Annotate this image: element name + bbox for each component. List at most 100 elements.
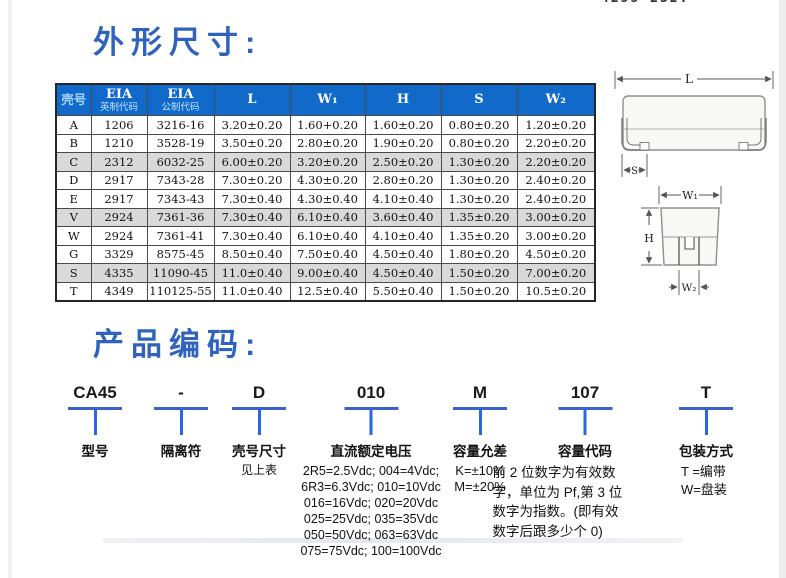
cell-W1: 7.50±0.40 [289,244,366,264]
cell-eia-imperial: 1210 [90,133,148,153]
connector-tmark-icon [636,407,776,435]
cell-W2: 10.5±0.20 [516,281,596,302]
cell-H: 5.50±0.40 [364,281,442,302]
label-H: H [644,232,654,245]
cell-W2: 2.40±0.20 [516,170,596,190]
cell-W1: 1.60+0.20 [289,115,366,135]
coding-section-title: 产品编码: [93,327,263,362]
cell-W1: 2.80±0.20 [289,133,366,153]
cell-eia-imperial: 4349 [90,281,148,302]
cell-case: E [55,189,92,209]
connector-tmark-icon [121,407,241,435]
cell-H: 1.90±0.20 [364,133,442,153]
cell-eia-metric: 110125-55 [146,281,215,302]
code-details: 见上表 [240,463,277,477]
header-W2: W₂ [516,83,596,116]
code-details: 2R5=2.5Vdc; 004=4Vdc; 6R3=6.3Vdc; 010=10… [300,464,442,558]
cell-W2: 7.00±0.20 [516,263,596,283]
header-W1: W₁ [289,83,366,116]
cell-case: B [55,133,92,153]
header-case: 壳号 [55,83,92,116]
cell-S: 1.30±0.20 [440,152,518,172]
cell-case: W [55,226,92,246]
cell-H: 4.50±0.40 [364,244,442,264]
cell-L: 8.50±0.40 [213,244,291,264]
cell-W2: 2.20±0.20 [516,152,596,172]
dimensions-section-title: 外形尺寸: [93,25,263,60]
cell-H: 1.60±0.20 [364,115,442,135]
code-segment: T 包装方式 T =编带 W=盘装 [636,383,776,499]
cell-L: 3.50±0.20 [213,133,291,153]
cell-S: 1.35±0.20 [440,226,518,246]
cell-W2: 2.40±0.20 [516,189,596,209]
cell-L: 3.20±0.20 [213,115,291,135]
connector-tmark-icon [184,407,334,435]
cell-case: V [55,207,92,227]
code-label: 隔离符 [160,444,202,459]
label-W1: W₁ [682,189,698,202]
table-row: A 1206 3216-16 3.20±0.20 1.60+0.20 1.60±… [55,115,596,135]
cell-S: 1.35±0.20 [440,207,518,227]
product-code-breakdown: CA45 型号 - 隔离符 D 壳号尺寸 见上表 [0,383,786,558]
cell-H: 3.60±0.40 [364,207,442,227]
label-S: S [631,166,638,177]
table-header-row: 壳号 EIA 英制代码 EIA 公制代码 L W₁ H S W₂ [55,83,596,116]
cell-case: A [55,115,92,135]
cell-eia-metric: 3216-16 [146,115,215,135]
table-row: S 4335 11090-45 11.0±0.40 9.00±0.40 4.50… [55,263,596,283]
cell-case: G [55,244,92,264]
cell-S: 1.50±0.20 [440,263,518,283]
cell-eia-imperial: 1206 [90,115,148,135]
cell-H: 4.10±0.40 [364,189,442,209]
code-label: 直流额定电压 [330,444,412,459]
cell-W1: 9.00±0.40 [289,263,366,283]
connector-tmark-icon [493,407,678,435]
cell-L: 7.30±0.40 [213,189,291,209]
header-S: S [440,83,518,116]
connector-tmark-icon [20,407,170,435]
connector-tmark-icon [254,407,489,435]
header-L: L [213,83,291,116]
code-details: 前 2 位数字为有效数 字，单位为 Pf,第 3 位 数字为指数。(即有效 数字… [492,465,623,539]
cell-L: 6.00±0.20 [213,152,291,172]
cell-eia-imperial: 2917 [90,189,148,209]
cell-eia-imperial: 2312 [90,152,148,172]
connector-tmark-icon [415,407,545,435]
code-value: T [700,383,712,402]
code-segment: 107 容量代码 前 2 位数字为有效数 字，单位为 Pf,第 3 位 数字为指… [493,383,678,541]
code-label: 容量允差 [453,444,507,459]
code-segment: - 隔离符 [121,383,241,463]
table-row: T 4349 110125-55 11.0±0.40 12.5±0.40 5.5… [55,281,596,302]
cell-H: 4.50±0.40 [364,263,442,283]
code-label: 容量代码 [558,444,612,459]
table-row: G 3329 8575-45 8.50±0.40 7.50±0.40 4.50±… [55,244,596,264]
cell-eia-imperial: 3329 [90,244,148,264]
table-row: V 2924 7361-36 7.30±0.40 6.10±0.40 3.60±… [55,207,596,227]
label-W2: W₂ [681,282,696,294]
clipped-header-text: 4255-232. [601,0,751,6]
cell-case: C [55,152,92,172]
table-row: D 2917 7343-28 7.30±0.20 4.30±0.20 2.80±… [55,170,596,190]
cell-W2: 2.20±0.20 [516,133,596,153]
cell-L: 7.30±0.40 [213,226,291,246]
cell-eia-metric: 6032-25 [146,152,215,172]
code-value: CA45 [73,383,117,402]
table-row: W 2924 7361-41 7.30±0.40 6.10±0.40 4.10±… [55,226,596,246]
cell-W2: 1.20±0.20 [516,115,596,135]
cell-W1: 4.30±0.40 [289,189,366,209]
cell-eia-metric: 11090-45 [146,263,215,283]
cell-case: S [55,263,92,283]
code-segment: M 容量允差 K=±10% M=±20% [415,383,545,495]
code-segment: 010 直流额定电压 2R5=2.5Vdc; 004=4Vdc; 6R3=6.3… [254,383,489,559]
code-details: T =编带 W=盘装 [681,464,727,497]
cell-S: 0.80±0.20 [440,115,518,135]
code-segment: CA45 型号 [20,383,170,463]
label-L: L [685,72,693,86]
cell-W2: 3.00±0.20 [516,226,596,246]
cell-L: 11.0±0.40 [213,263,291,283]
code-details: K=±10% M=±20% [454,463,506,494]
cell-S: 1.30±0.20 [440,189,518,209]
table-row: C 2312 6032-25 6.00±0.20 3.20±0.20 2.50±… [55,152,596,172]
cell-eia-imperial: 2917 [90,170,148,190]
code-value: 010 [356,383,386,402]
